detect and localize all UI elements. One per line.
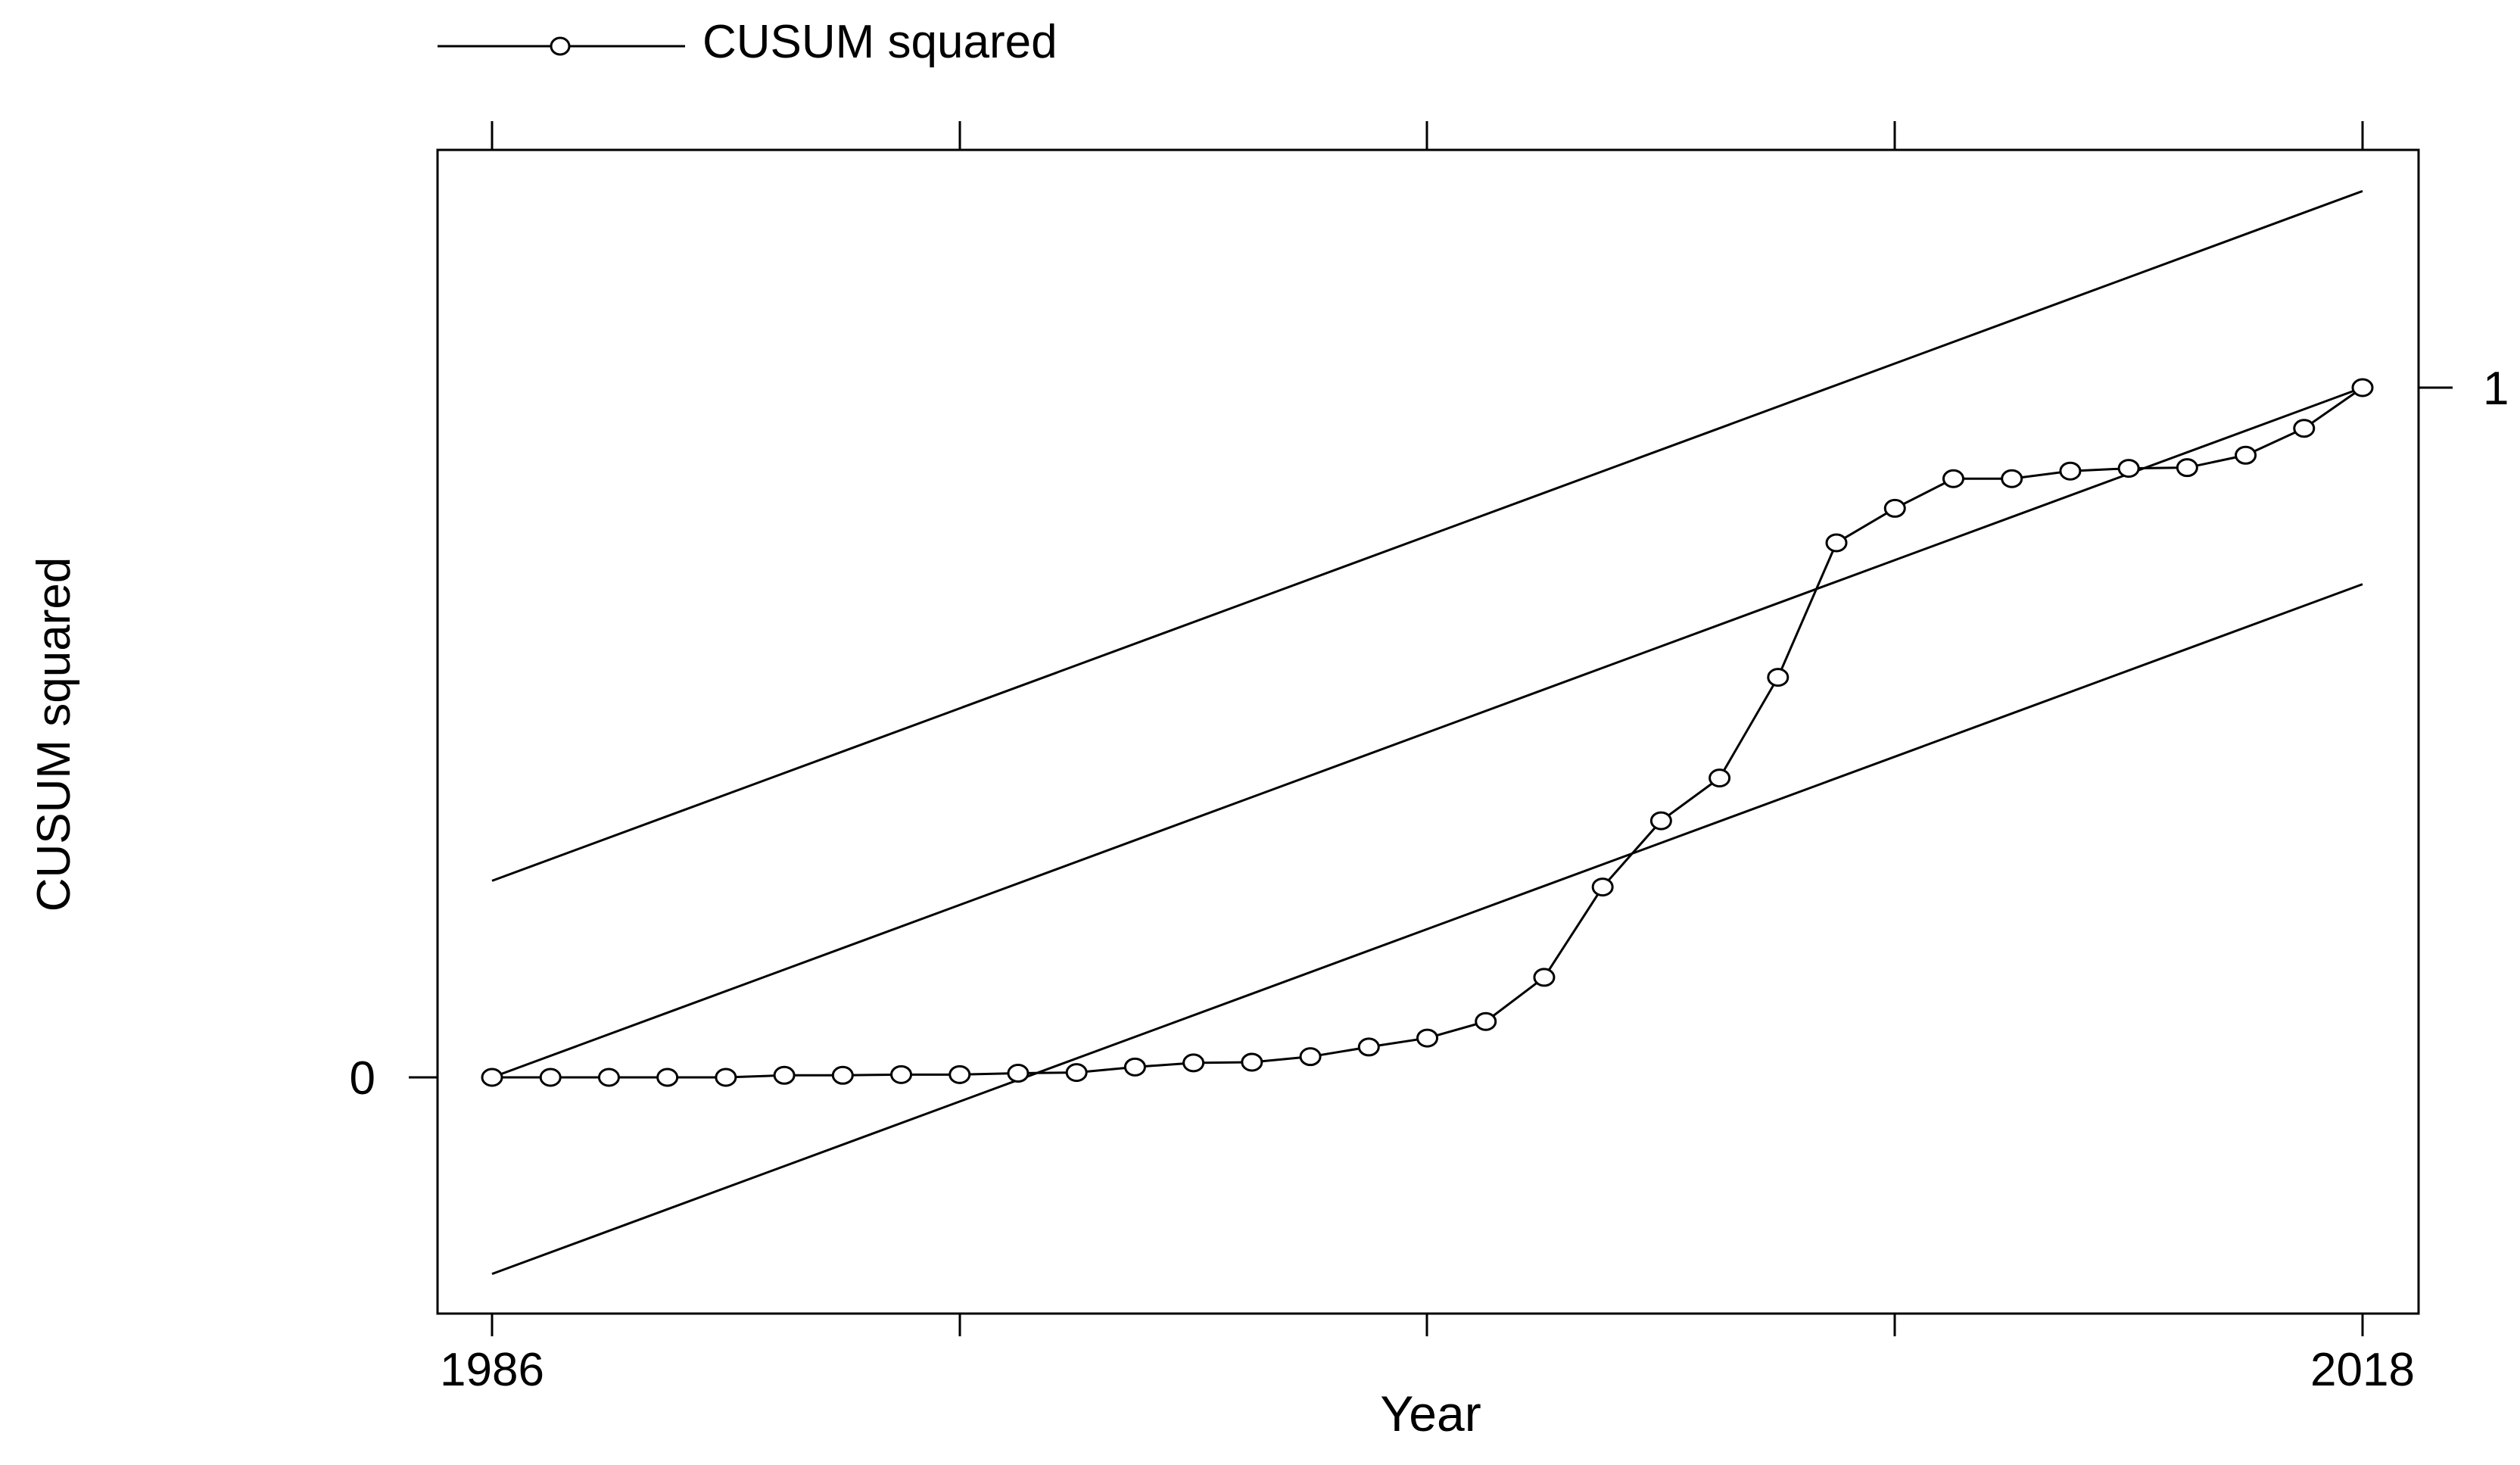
data-point [1767,668,1790,687]
data-point [1065,1063,1088,1083]
data-point [2351,378,2374,397]
data-point [1182,1053,1205,1073]
data-point [481,1068,503,1087]
data-point [715,1068,737,1087]
data-point [539,1068,562,1087]
data-point [1883,498,1906,518]
data-point [1475,1011,1497,1031]
legend-label: CUSUM squared [702,16,1058,68]
lower-bound-line [491,583,2363,1276]
data-point [2117,459,2140,478]
legend: CUSUM squared [438,16,1058,68]
x-axis-bottom-ticks [491,1314,2364,1336]
data-point [656,1068,679,1087]
data-point [890,1064,913,1084]
y-axis-title: CUSUM squared [28,557,80,912]
data-point [2176,458,2198,478]
legend-marker-icon [550,36,571,56]
data-point [1533,968,1556,987]
y-tick-label-0: 0 [350,1052,375,1105]
mean-line [491,386,2363,1079]
data-point [1591,877,1614,897]
data-point [597,1068,620,1087]
data-point [1416,1028,1438,1048]
data-point [1649,811,1672,831]
data-point [773,1065,796,1085]
data-point [1357,1037,1380,1057]
data-point [1123,1057,1146,1077]
x-axis-top-ticks [491,121,2364,150]
data-point [1007,1064,1029,1083]
x-axis-title: Year [1380,1386,1481,1442]
data-point [949,1064,971,1084]
data-series [481,378,2374,1087]
data-point [1241,1052,1263,1072]
significance-bounds [491,189,2363,1276]
data-point [2001,469,2023,488]
x-tick-label-1986: 1986 [440,1344,544,1396]
data-point [2235,445,2257,465]
y-tick-label-1: 1 [2483,363,2509,415]
data-point [2059,461,2082,481]
data-point [1709,768,1731,788]
data-point [831,1065,854,1085]
data-point [1299,1047,1322,1067]
upper-bound-line [491,189,2363,882]
data-point [2293,419,2316,438]
data-point [1825,533,1848,553]
x-tick-label-2018: 2018 [2310,1344,2415,1396]
data-point [1942,469,1964,488]
